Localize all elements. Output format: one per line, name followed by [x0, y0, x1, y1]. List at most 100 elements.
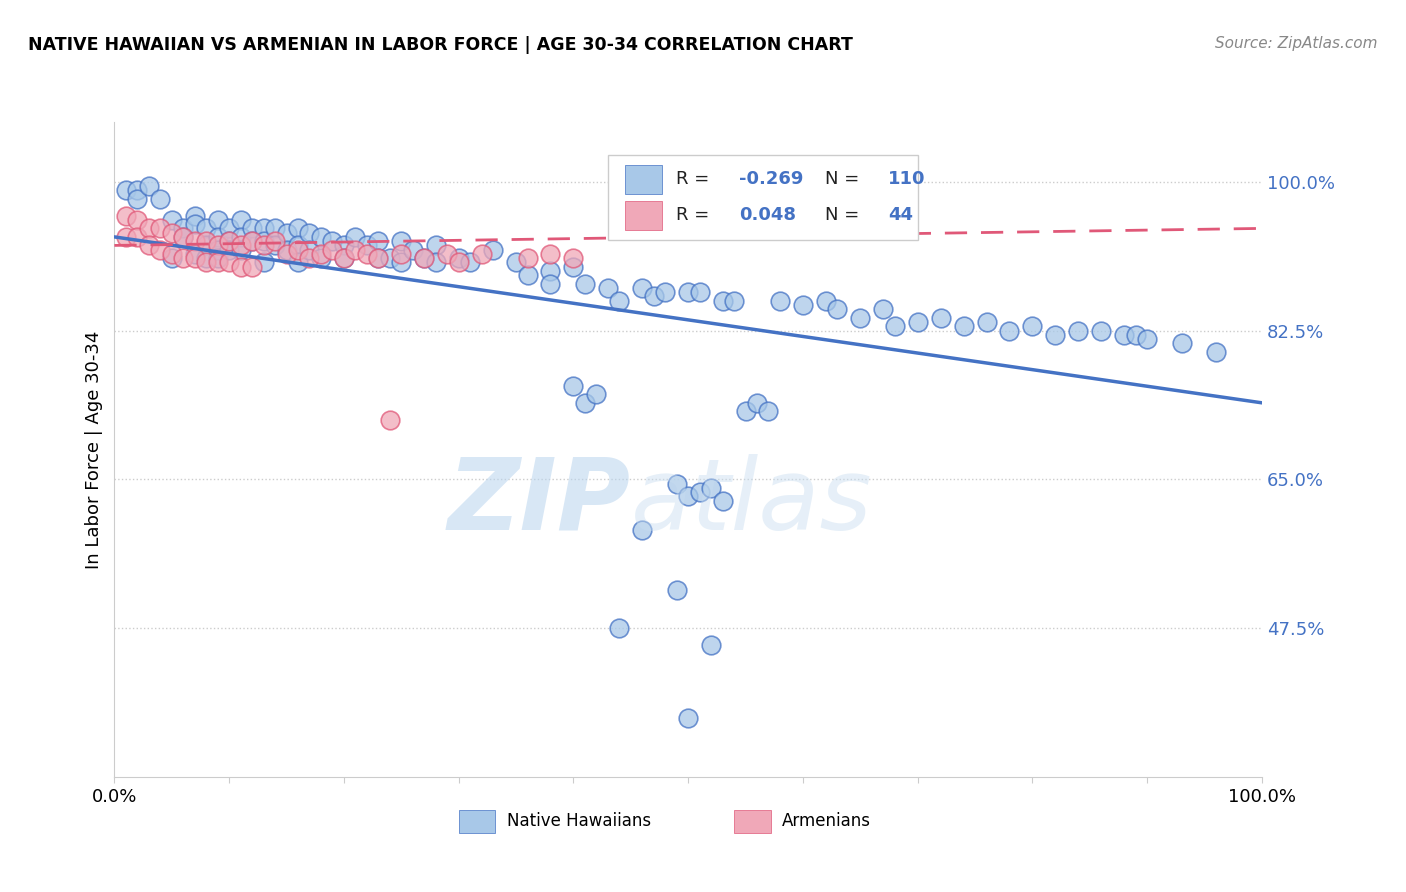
Point: [172, 221, 194, 235]
Point: [195, 221, 218, 235]
Point: [471, 247, 494, 261]
Point: [482, 243, 505, 257]
Point: [115, 230, 138, 244]
Point: [298, 226, 321, 240]
Point: [425, 255, 447, 269]
Point: [229, 243, 252, 257]
Point: [907, 315, 929, 329]
Point: [643, 289, 665, 303]
Point: [389, 247, 412, 261]
Point: [240, 234, 263, 248]
Point: [425, 238, 447, 252]
Y-axis label: In Labor Force | Age 30-34: In Labor Force | Age 30-34: [86, 330, 103, 569]
Point: [562, 251, 585, 265]
Point: [654, 285, 676, 300]
Text: R =: R =: [675, 170, 714, 188]
Text: Native Hawaiians: Native Hawaiians: [506, 813, 651, 830]
Point: [333, 251, 356, 265]
Point: [436, 247, 458, 261]
Point: [218, 234, 240, 248]
Point: [402, 243, 425, 257]
Point: [378, 413, 401, 427]
Point: [689, 285, 711, 300]
Point: [149, 243, 172, 257]
Point: [138, 238, 160, 252]
Point: [229, 238, 252, 252]
Point: [458, 255, 481, 269]
Point: [229, 230, 252, 244]
Text: ZIP: ZIP: [447, 453, 631, 550]
Point: [252, 255, 274, 269]
Point: [240, 234, 263, 248]
Point: [413, 251, 436, 265]
Point: [264, 221, 287, 235]
Point: [447, 255, 470, 269]
Point: [115, 183, 138, 197]
Point: [218, 243, 240, 257]
Point: [172, 251, 194, 265]
Point: [218, 221, 240, 235]
Point: [264, 238, 287, 252]
Point: [1067, 324, 1090, 338]
Point: [367, 234, 389, 248]
Point: [184, 234, 207, 248]
Point: [585, 387, 607, 401]
Point: [447, 251, 470, 265]
Point: [252, 221, 274, 235]
Point: [378, 251, 401, 265]
Point: [207, 238, 229, 252]
Point: [562, 260, 585, 274]
Point: [883, 319, 905, 334]
FancyBboxPatch shape: [734, 810, 770, 833]
Point: [1045, 327, 1067, 342]
Point: [333, 251, 356, 265]
Point: [665, 582, 688, 597]
Point: [149, 221, 172, 235]
Point: [356, 238, 378, 252]
Point: [127, 183, 149, 197]
Point: [276, 226, 298, 240]
Point: [276, 243, 298, 257]
Point: [665, 476, 688, 491]
Point: [540, 277, 562, 291]
Point: [711, 493, 734, 508]
Point: [540, 247, 562, 261]
Point: [998, 324, 1021, 338]
Point: [952, 319, 974, 334]
Point: [389, 234, 412, 248]
Point: [1170, 336, 1192, 351]
Point: [115, 209, 138, 223]
Text: -0.269: -0.269: [738, 170, 803, 188]
Point: [574, 277, 596, 291]
Point: [287, 243, 309, 257]
Point: [240, 221, 263, 235]
Point: [734, 404, 756, 418]
FancyBboxPatch shape: [458, 810, 495, 833]
Point: [562, 379, 585, 393]
Point: [160, 226, 183, 240]
Point: [540, 264, 562, 278]
Point: [758, 183, 780, 197]
Point: [127, 213, 149, 227]
Text: NATIVE HAWAIIAN VS ARMENIAN IN LABOR FORCE | AGE 30-34 CORRELATION CHART: NATIVE HAWAIIAN VS ARMENIAN IN LABOR FOR…: [28, 36, 853, 54]
Point: [758, 404, 780, 418]
Point: [827, 302, 849, 317]
Point: [309, 247, 332, 261]
Point: [689, 485, 711, 500]
Point: [976, 315, 998, 329]
Point: [711, 293, 734, 308]
Point: [195, 251, 218, 265]
Point: [160, 247, 183, 261]
Point: [792, 298, 814, 312]
Point: [700, 481, 723, 495]
Text: R =: R =: [675, 206, 714, 225]
Point: [1021, 319, 1043, 334]
Point: [676, 285, 699, 300]
Point: [700, 638, 723, 652]
Point: [849, 310, 872, 325]
Point: [172, 230, 194, 244]
Point: [184, 251, 207, 265]
Text: 0.048: 0.048: [738, 206, 796, 225]
Point: [172, 230, 194, 244]
Point: [207, 213, 229, 227]
